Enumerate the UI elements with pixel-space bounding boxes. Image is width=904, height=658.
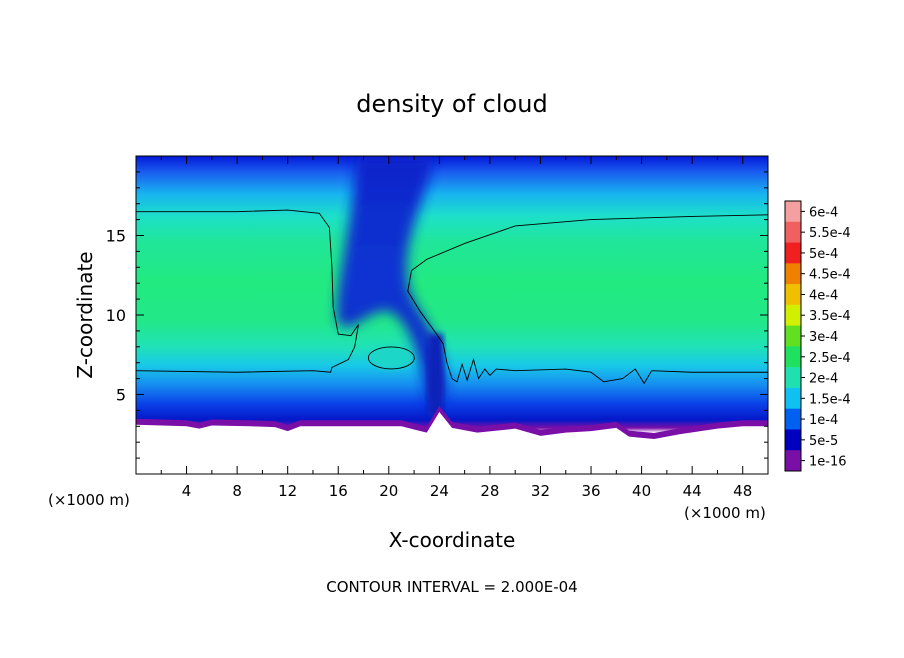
no-cloud-region xyxy=(136,411,768,474)
x-tick-label: 20 xyxy=(379,482,398,500)
colorbar-swatch xyxy=(785,325,801,347)
colorbar-label: 4.5e-4 xyxy=(809,268,851,283)
colorbar-swatch xyxy=(785,408,801,430)
colorbar-swatch xyxy=(785,242,801,264)
colorbar-swatch xyxy=(785,263,801,285)
x-tick-label: 40 xyxy=(632,482,651,500)
colorbar-label: 4e-4 xyxy=(809,288,838,303)
colorbar-label: 1e-16 xyxy=(809,455,847,470)
y-tick-label: 5 xyxy=(116,386,126,405)
colorbar-label: 1e-4 xyxy=(809,413,838,428)
colorbar-swatch xyxy=(785,201,801,223)
y-tick-label: 15 xyxy=(106,227,126,246)
colorbar: 6e-4 5.5e-4 5e-4 4.5e-4 4e-4 3.5e-4 3e-4 2.5e-4… xyxy=(784,200,851,472)
colorbar-label: 5.5e-4 xyxy=(809,226,851,241)
y-axis-label: Z-coordinate xyxy=(73,251,97,378)
colorbar-swatch xyxy=(785,429,801,451)
colorbar-swatch xyxy=(785,367,801,389)
x-tick-label: 48 xyxy=(733,482,752,500)
contour-line-bubble xyxy=(367,346,415,370)
x-tick-label: 32 xyxy=(531,482,550,500)
colorbar-label: 2e-4 xyxy=(809,372,838,387)
x-unit-label-right: (×1000 m) xyxy=(684,504,766,522)
y-tick-label: 10 xyxy=(106,306,126,325)
x-unit-label-left: (×1000 m) xyxy=(48,491,130,509)
x-tick-label: 24 xyxy=(430,482,449,500)
x-tick-label: 44 xyxy=(683,482,702,500)
plot-area xyxy=(135,155,769,475)
colorbar-swatch xyxy=(785,346,801,368)
contour-line-left xyxy=(136,209,359,373)
clear-air-plume xyxy=(336,156,446,408)
x-tick-label: 28 xyxy=(480,482,499,500)
x-tick-label: 12 xyxy=(278,482,297,500)
colorbar-label: 3.5e-4 xyxy=(809,309,851,324)
clear-air-column xyxy=(427,334,444,417)
colorbar-swatch xyxy=(785,450,801,472)
x-tick-label: 4 xyxy=(182,482,192,500)
cloud-bubble-fill xyxy=(369,346,414,369)
colorbar-swatch xyxy=(785,284,801,306)
colorbar-swatch xyxy=(785,387,801,410)
chart-title: density of cloud xyxy=(356,90,547,118)
colorbar-label: 6e-4 xyxy=(809,205,838,220)
contour-line-right xyxy=(407,214,768,385)
contour-interval-note: CONTOUR INTERVAL = 2.000E-04 xyxy=(326,578,577,596)
colorbar-swatch xyxy=(785,304,801,327)
x-tick-label: 16 xyxy=(329,482,348,500)
colorbar-label: 5e-4 xyxy=(809,247,838,262)
x-tick-label: 8 xyxy=(232,482,242,500)
x-tick-label: 36 xyxy=(581,482,600,500)
colorbar-label: 3e-4 xyxy=(809,330,838,345)
colorbar-label: 2.5e-4 xyxy=(809,351,851,366)
colorbar-label: 5e-5 xyxy=(809,434,838,449)
x-axis-label: X-coordinate xyxy=(389,528,516,552)
colorbar-swatch xyxy=(785,221,801,244)
density-field xyxy=(136,156,768,474)
colorbar-label: 1.5e-4 xyxy=(809,392,851,407)
